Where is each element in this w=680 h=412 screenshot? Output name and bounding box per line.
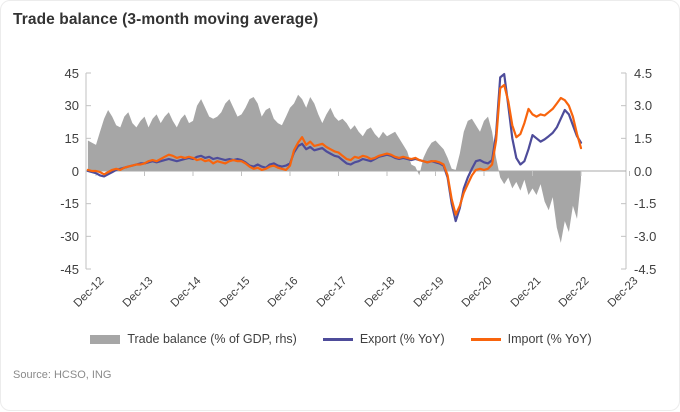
y-axis-label-right: -3.0: [634, 228, 657, 244]
y-axis-label-right: 4.5: [634, 65, 653, 81]
trade-balance-area: [87, 94, 582, 243]
legend-label: Import (% YoY): [507, 332, 592, 346]
chart-legend: Trade balance (% of GDP, rhs) Export (% …: [1, 332, 680, 346]
y-axis-label-right: -4.5: [634, 261, 657, 277]
y-axis-label-left: 45: [64, 65, 79, 81]
legend-item-trade-balance: Trade balance (% of GDP, rhs): [90, 332, 297, 346]
y-axis-label-left: 0: [71, 163, 79, 179]
y-axis-label-right: 1.5: [634, 130, 653, 146]
import-line-swatch-icon: [470, 337, 501, 341]
y-axis-label-right: -1.5: [634, 196, 657, 212]
y-axis-label-right: 3.0: [634, 98, 653, 114]
legend-item-export: Export (% YoY): [322, 332, 445, 346]
legend-label: Trade balance (% of GDP, rhs): [127, 332, 297, 346]
y-axis-label-left: -15: [60, 196, 79, 212]
import-line: [86, 83, 583, 216]
y-axis-label-left: -45: [60, 261, 79, 277]
y-axis-label-right: 0.0: [634, 163, 653, 179]
y-axis-label-left: 30: [64, 98, 79, 114]
export-line-swatch-icon: [322, 337, 353, 341]
trade-balance-area-swatch-icon: [90, 334, 121, 344]
chart-title: Trade balance (3-month moving average): [13, 11, 319, 28]
source-note: Source: HCSO, ING: [13, 369, 112, 381]
y-axis-label-left: -30: [60, 228, 79, 244]
legend-item-import: Import (% YoY): [470, 332, 592, 346]
legend-label: Export (% YoY): [359, 332, 445, 346]
y-axis-label-left: 15: [64, 130, 79, 146]
